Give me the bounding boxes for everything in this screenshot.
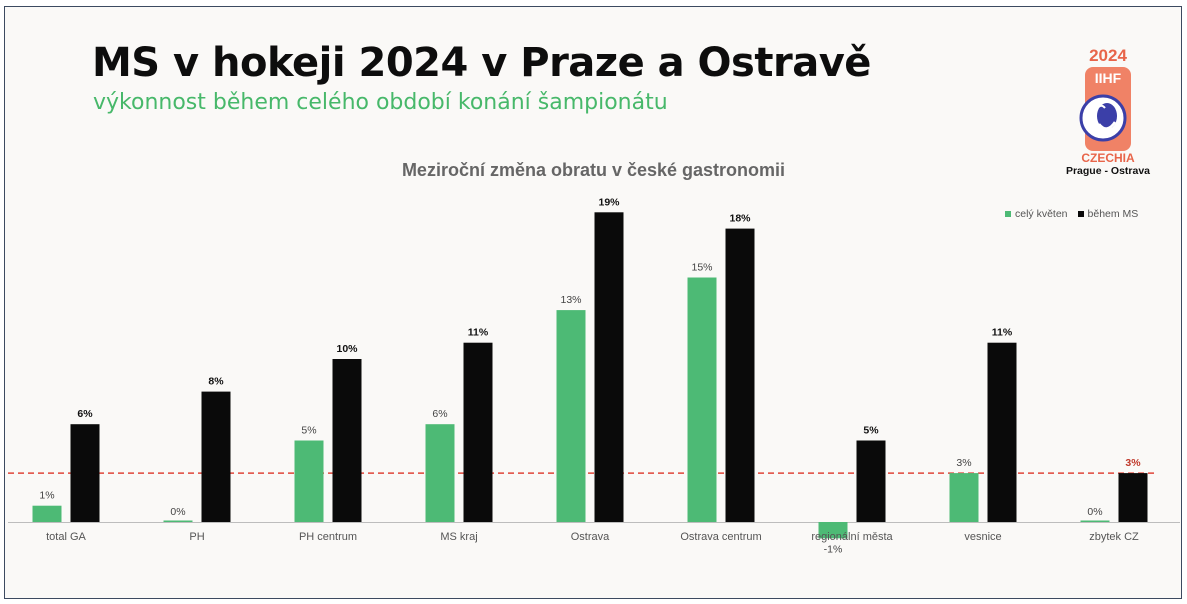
legend-label-series-1: celý květen (1015, 208, 1068, 220)
data-label-1-5: 15% (691, 262, 712, 274)
bar-2-3 (463, 342, 493, 522)
data-label-2-0: 6% (77, 408, 93, 420)
legend-swatch-black (1077, 211, 1084, 217)
data-label-1-0: 1% (39, 490, 54, 502)
data-label-1-2: 5% (301, 425, 316, 437)
x-tick-label: total GA (46, 531, 86, 543)
logo-brand-text: IIHF (1095, 70, 1122, 86)
bar-2-8 (1118, 473, 1148, 522)
bar-1-8 (1080, 520, 1110, 522)
bar-2-4 (594, 212, 624, 523)
data-label-2-1: 8% (208, 376, 224, 388)
legend-label-series-2: během MS (1087, 208, 1139, 220)
bar-1-6 (818, 522, 848, 539)
x-tick-label: Ostrava (571, 531, 610, 543)
bar-2-1 (201, 391, 231, 522)
bar-2-0 (70, 424, 100, 522)
data-label-1-1: 0% (170, 506, 185, 518)
x-tick-label: regionální města (811, 531, 893, 543)
bar-2-7 (987, 342, 1017, 522)
bar-1-4 (556, 310, 586, 522)
x-tick-label: vesnice (964, 531, 1001, 543)
x-tick-label: zbytek CZ (1089, 531, 1139, 543)
data-label-1-7: 3% (956, 457, 971, 469)
slide-frame (4, 6, 1182, 599)
page-title: MS v hokeji 2024 v Praze a Ostravě (92, 40, 871, 86)
logo-country: CZECHIA (1081, 151, 1135, 165)
chart-title: Meziroční změna obratu v české gastronom… (401, 160, 786, 180)
data-label-2-7: 11% (992, 327, 1013, 339)
legend-item-series-2: během MS (1077, 208, 1139, 220)
x-tick-label: PH (189, 531, 204, 543)
data-label-2-4: 19% (598, 196, 620, 208)
data-label-1-3: 6% (432, 408, 447, 420)
chart-legend: celý květen během MS (1005, 208, 1138, 220)
bar-1-2 (294, 440, 324, 522)
bar-1-3 (425, 424, 455, 522)
iihf-2024-logo: 2024 IIHF CZECHIA Prague - Ostrava (1063, 46, 1153, 181)
x-tick-label: Ostrava centrum (680, 531, 761, 543)
logo-cities: Prague - Ostrava (1065, 165, 1151, 177)
bar-1-1 (163, 520, 193, 522)
bar-1-0 (32, 505, 62, 522)
data-label-1-6: -1% (824, 543, 843, 555)
logo-emblem: IIHF (1079, 67, 1131, 151)
data-label-2-6: 5% (863, 425, 879, 437)
x-tick-label: PH centrum (299, 531, 357, 543)
bar-1-7 (949, 473, 979, 522)
x-tick-label: MS kraj (440, 531, 477, 543)
data-label-2-2: 10% (336, 343, 358, 355)
data-label-1-4: 13% (560, 294, 581, 306)
bar-2-6 (856, 440, 886, 522)
data-label-2-5: 18% (729, 213, 751, 225)
page-subtitle: výkonnost během celého období konání šam… (93, 90, 668, 115)
data-label-2-3: 11% (468, 327, 489, 339)
legend-swatch-green (1005, 211, 1011, 217)
logo-year: 2024 (1089, 46, 1127, 65)
data-label-2-8: 3% (1125, 457, 1141, 469)
bar-1-5 (687, 277, 717, 522)
bar-2-2 (332, 359, 362, 522)
bar-2-5 (725, 228, 755, 522)
legend-item-series-1: celý květen (1005, 208, 1068, 220)
data-label-1-8: 0% (1087, 506, 1102, 518)
